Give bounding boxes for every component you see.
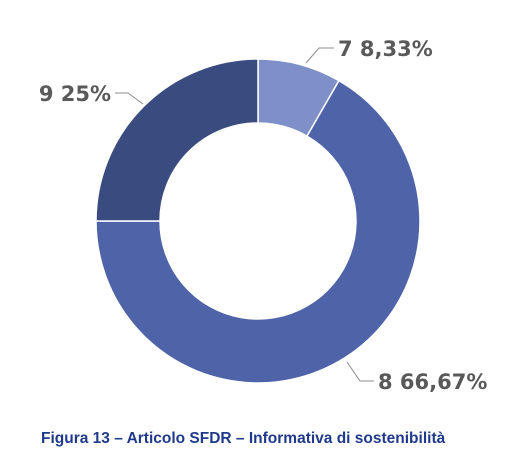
slice-label-8: 8 66,67% [378,370,487,394]
donut-slice-9 [95,58,259,222]
donut-slice-8 [95,79,421,384]
figure-caption: Figura 13 – Articolo SFDR – Informativa … [41,430,446,447]
donut-chart: 7 8,33% 8 66,67% 9 25% [39,37,488,394]
slice-label-9: 9 25% [39,82,111,106]
leader-line-9 [115,92,144,105]
leader-line-8 [346,361,374,382]
leader-line-7 [305,47,334,64]
slice-label-7: 7 8,33% [338,37,433,61]
